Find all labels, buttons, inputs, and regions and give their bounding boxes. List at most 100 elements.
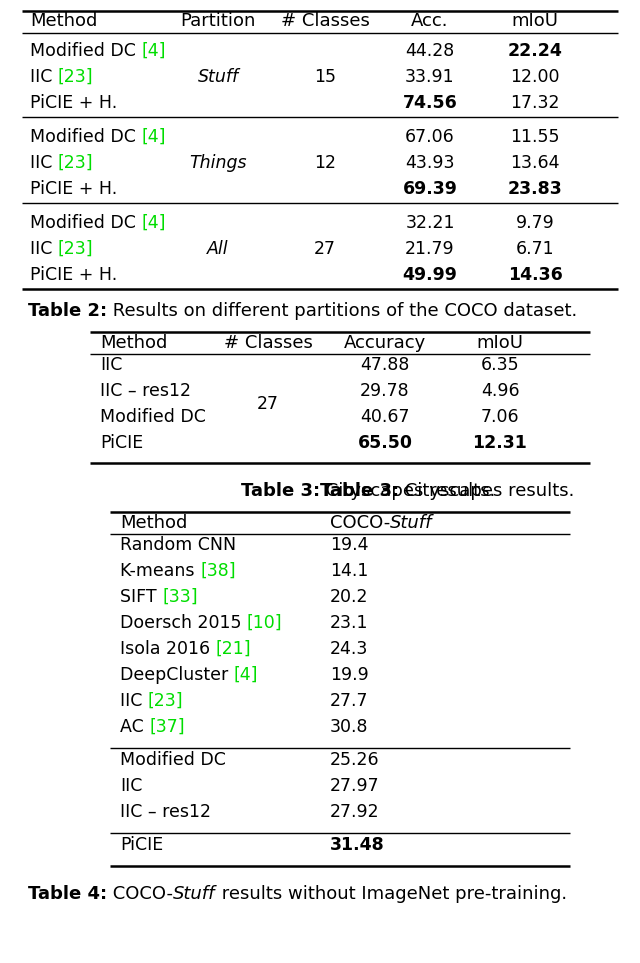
Text: 7.06: 7.06 xyxy=(481,408,519,426)
Text: SIFT: SIFT xyxy=(120,588,162,606)
Text: 27: 27 xyxy=(314,240,336,258)
Text: IIC – res12: IIC – res12 xyxy=(100,382,191,400)
Text: PiCIE + H.: PiCIE + H. xyxy=(30,180,117,198)
Text: 23.83: 23.83 xyxy=(508,180,563,198)
Text: 27.97: 27.97 xyxy=(330,777,380,795)
Text: [4]: [4] xyxy=(141,42,166,60)
Text: [4]: [4] xyxy=(141,214,166,232)
Text: COCO-: COCO- xyxy=(107,885,173,903)
Text: 32.21: 32.21 xyxy=(405,214,455,232)
Text: [38]: [38] xyxy=(200,562,236,580)
Text: IIC: IIC xyxy=(120,777,142,795)
Text: Cityscapes results.: Cityscapes results. xyxy=(399,482,575,500)
Text: 14.36: 14.36 xyxy=(508,266,563,284)
Text: AC: AC xyxy=(120,718,149,736)
Text: Things: Things xyxy=(189,154,247,172)
Text: Table 3:: Table 3: xyxy=(241,482,320,500)
Text: [4]: [4] xyxy=(234,666,259,684)
Text: 40.67: 40.67 xyxy=(360,408,410,426)
Text: IIC: IIC xyxy=(30,240,58,258)
Text: 30.8: 30.8 xyxy=(330,718,369,736)
Text: 21.79: 21.79 xyxy=(405,240,455,258)
Text: [4]: [4] xyxy=(141,128,166,146)
Text: Table 4:: Table 4: xyxy=(28,885,107,903)
Text: Cityscapes results.: Cityscapes results. xyxy=(320,482,495,500)
Text: 27.92: 27.92 xyxy=(330,803,380,821)
Text: 12: 12 xyxy=(314,154,336,172)
Text: 25.26: 25.26 xyxy=(330,751,380,769)
Text: [23]: [23] xyxy=(58,68,93,86)
Text: 47.88: 47.88 xyxy=(360,356,410,374)
Text: Results on different partitions of the COCO dataset.: Results on different partitions of the C… xyxy=(107,302,577,320)
Text: [23]: [23] xyxy=(58,240,93,258)
Text: 24.3: 24.3 xyxy=(330,640,369,658)
Text: IIC: IIC xyxy=(100,356,122,374)
Text: [23]: [23] xyxy=(148,692,184,710)
Text: 17.32: 17.32 xyxy=(510,94,560,112)
Text: Doersch 2015: Doersch 2015 xyxy=(120,614,247,632)
Text: Random CNN: Random CNN xyxy=(120,536,236,554)
Text: 31.48: 31.48 xyxy=(330,836,385,854)
Text: # Classes: # Classes xyxy=(223,334,312,352)
Text: 49.99: 49.99 xyxy=(403,266,458,284)
Text: 19.4: 19.4 xyxy=(330,536,369,554)
Text: COCO-: COCO- xyxy=(330,514,390,532)
Text: PiCIE + H.: PiCIE + H. xyxy=(30,94,117,112)
Text: Isola 2016: Isola 2016 xyxy=(120,640,216,658)
Text: Accuracy: Accuracy xyxy=(344,334,426,352)
Text: 12.31: 12.31 xyxy=(472,434,527,452)
Text: 44.28: 44.28 xyxy=(405,42,454,60)
Text: Modified DC: Modified DC xyxy=(30,128,141,146)
Text: Method: Method xyxy=(30,12,97,30)
Text: Stuff: Stuff xyxy=(173,885,216,903)
Text: 29.78: 29.78 xyxy=(360,382,410,400)
Text: [33]: [33] xyxy=(162,588,198,606)
Text: 11.55: 11.55 xyxy=(510,128,560,146)
Text: K-means: K-means xyxy=(120,562,200,580)
Text: Method: Method xyxy=(100,334,168,352)
Text: 19.9: 19.9 xyxy=(330,666,369,684)
Text: PiCIE + H.: PiCIE + H. xyxy=(30,266,117,284)
Text: IIC – res12: IIC – res12 xyxy=(120,803,211,821)
Text: Modified DC: Modified DC xyxy=(100,408,206,426)
Text: 65.50: 65.50 xyxy=(358,434,413,452)
Text: # Classes: # Classes xyxy=(280,12,369,30)
Text: [23]: [23] xyxy=(58,154,93,172)
Text: 15: 15 xyxy=(314,68,336,86)
Text: 6.71: 6.71 xyxy=(516,240,554,258)
Text: mIoU: mIoU xyxy=(477,334,524,352)
Text: DeepCluster: DeepCluster xyxy=(120,666,234,684)
Text: [21]: [21] xyxy=(216,640,252,658)
Text: PiCIE: PiCIE xyxy=(120,836,163,854)
Text: Stuff: Stuff xyxy=(390,514,433,532)
Text: Table 2:: Table 2: xyxy=(28,302,107,320)
Text: 43.93: 43.93 xyxy=(405,154,455,172)
Text: PiCIE: PiCIE xyxy=(100,434,143,452)
Text: mIoU: mIoU xyxy=(511,12,559,30)
Text: 27.7: 27.7 xyxy=(330,692,369,710)
Text: [37]: [37] xyxy=(149,718,185,736)
Text: IIC: IIC xyxy=(120,692,148,710)
Text: 22.24: 22.24 xyxy=(508,42,563,60)
Text: Modified DC: Modified DC xyxy=(30,42,141,60)
Text: Stuff: Stuff xyxy=(197,68,239,86)
Text: All: All xyxy=(207,240,229,258)
Text: 67.06: 67.06 xyxy=(405,128,455,146)
Text: 23.1: 23.1 xyxy=(330,614,369,632)
Text: 6.35: 6.35 xyxy=(481,356,519,374)
Text: [10]: [10] xyxy=(247,614,283,632)
Text: IIC: IIC xyxy=(30,68,58,86)
Text: Modified DC: Modified DC xyxy=(30,214,141,232)
Text: 69.39: 69.39 xyxy=(403,180,458,198)
Text: results without ImageNet pre-training.: results without ImageNet pre-training. xyxy=(216,885,567,903)
Text: Method: Method xyxy=(120,514,188,532)
Text: 74.56: 74.56 xyxy=(403,94,458,112)
Text: 14.1: 14.1 xyxy=(330,562,369,580)
Text: Partition: Partition xyxy=(180,12,256,30)
Text: 13.64: 13.64 xyxy=(510,154,560,172)
Text: 4.96: 4.96 xyxy=(481,382,519,400)
Text: 12.00: 12.00 xyxy=(510,68,560,86)
Text: IIC: IIC xyxy=(30,154,58,172)
Text: Modified DC: Modified DC xyxy=(120,751,226,769)
Text: 27: 27 xyxy=(257,395,279,413)
